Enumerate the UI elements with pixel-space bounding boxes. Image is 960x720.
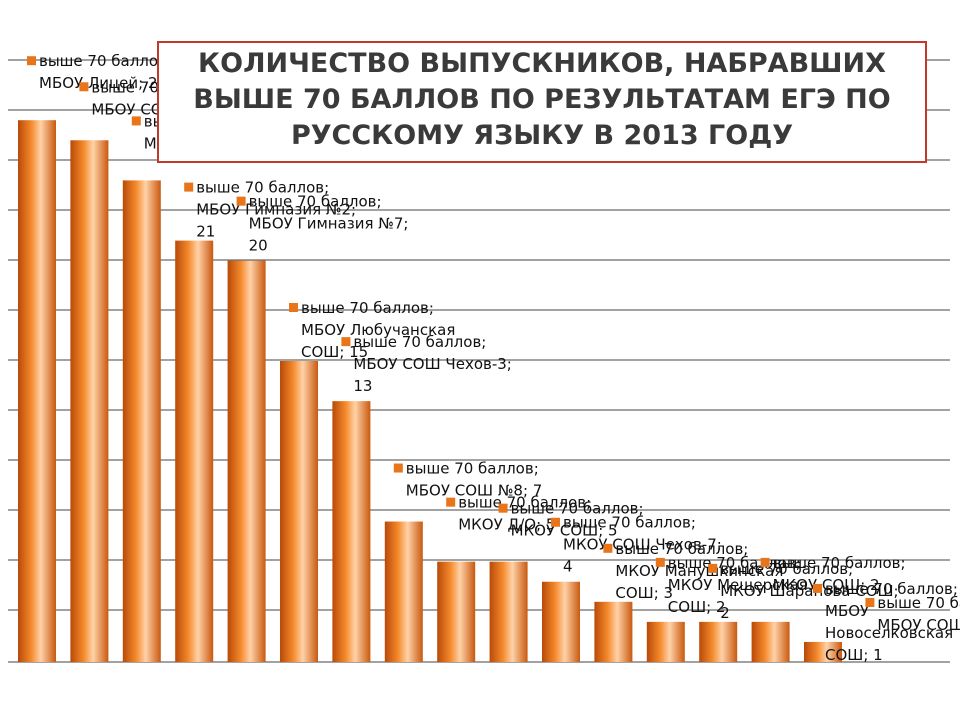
bar [751, 621, 790, 662]
label-marker [708, 563, 718, 573]
label-marker [289, 303, 298, 312]
label-marker [131, 116, 141, 126]
title-box [157, 41, 927, 163]
data-label: выше 70 баллов; МКОУ СОШ; 2 [773, 554, 906, 594]
label-marker [341, 337, 351, 347]
data-label: выше 70 баллов; МКОУ СОШ; 5 [511, 500, 644, 540]
label-marker [184, 182, 194, 192]
bar [175, 240, 214, 662]
bar [332, 401, 371, 662]
label-marker [603, 543, 613, 553]
bar [227, 260, 266, 662]
bar [489, 561, 528, 662]
title-wrap: КОЛИЧЕСТВО ВЫПУСКНИКОВ, НАБРАВШИХ ВЫШЕ 7… [193, 48, 891, 151]
bar [437, 561, 476, 662]
bar [699, 621, 738, 662]
label-marker [498, 503, 508, 513]
label-marker [813, 583, 822, 593]
data-label: выше 70 баллов; МБОУ Любучанская СОШ; 15 [301, 299, 455, 361]
data-label: выше 70 баллов; МБОУ Гимназия №7; 20 [249, 193, 409, 255]
data-label: выше 70 баллов; МБОУ СОШ №8; 7 [406, 460, 543, 500]
chart-title: КОЛИЧЕСТВО ВЫПУСКНИКОВ, НАБРАВШИХ ВЫШЕ 7… [193, 48, 891, 151]
data-label: выше 70 баллов; МКОУ Д/О; 5 [458, 494, 591, 534]
bars [18, 120, 842, 662]
bar [280, 361, 318, 662]
bar [70, 140, 109, 662]
bar [384, 521, 423, 662]
data-label: выше 70 баллов; МКОУ СОШ Чехов-7; 4 [563, 514, 722, 576]
data-label: выше 70 баллов; МКОУ Шарапова СОШ; 2 [720, 560, 898, 622]
data-label: выше 70 баллов; МБОУ СОШ Чехов-3; 13 [353, 333, 511, 395]
data-label: выше 70 баллов;МБОУ СОШ №8; 0 [877, 594, 960, 634]
label-marker [27, 56, 36, 66]
bar [646, 621, 685, 662]
label-marker [236, 196, 246, 206]
data-label: выше 70 баллов; МБОУ Новоселковская СОШ; 1 [825, 580, 958, 664]
data-label: выше 70 баллов; МБОУ Гимназия №2; 21 [196, 179, 356, 241]
label-marker [393, 463, 403, 473]
bar [18, 120, 56, 662]
label-marker [79, 82, 89, 92]
label-marker [551, 517, 560, 527]
bar [122, 180, 161, 662]
label-marker [760, 557, 770, 567]
label-marker [865, 598, 875, 607]
bar [542, 581, 580, 662]
bar [804, 641, 842, 662]
label-marker [655, 557, 665, 567]
label-marker [446, 497, 456, 507]
data-label: выше 70 баллов; МБОУ Лицей; 27 [39, 52, 172, 92]
bar [594, 601, 633, 662]
